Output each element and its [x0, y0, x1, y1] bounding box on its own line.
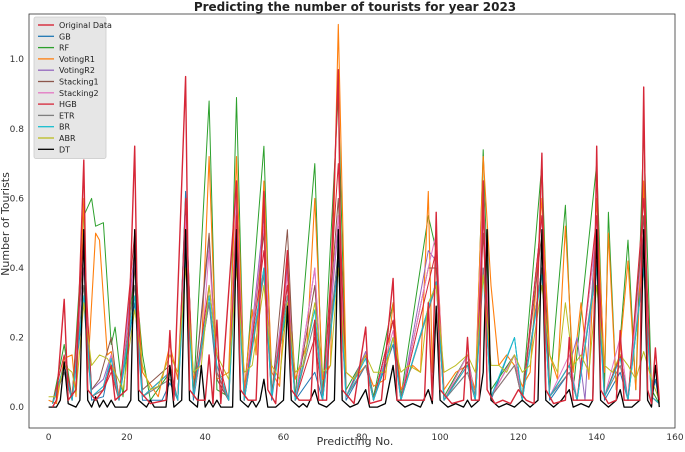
legend: Original Data GB RF VotingR1 VotingR2 Stackin…: [33, 16, 112, 160]
legend-item-label: Stacking2: [59, 89, 99, 98]
legend-item-label: GB: [59, 32, 71, 41]
y-tick-label: 0.0: [10, 403, 25, 413]
legend-item-label: Stacking1: [59, 78, 99, 87]
series-line: [48, 267, 660, 401]
chart-title: Predicting the number of tourists for ye…: [194, 0, 516, 14]
x-tick-label: 60: [278, 433, 290, 443]
y-tick-label: 0.6: [10, 194, 25, 204]
y-tick-label: 0.8: [10, 125, 25, 135]
y-axis-label: Number of Tourists: [0, 172, 12, 276]
plot-frame: [28, 13, 676, 429]
x-tick-label: 40: [199, 433, 211, 443]
legend-item-label: VotingR1: [59, 55, 95, 64]
x-tick-label: 120: [510, 433, 527, 443]
x-tick-label: 100: [431, 433, 448, 443]
series-line: [51, 69, 660, 408]
x-tick-label: 160: [666, 433, 683, 443]
legend-item-label: ABR: [59, 134, 76, 143]
x-axis-label: Predicting No.: [317, 435, 394, 448]
y-tick-label: 0.4: [10, 264, 25, 274]
legend-item-label: DT: [59, 145, 70, 154]
y-tick-label: 0.2: [10, 334, 24, 344]
legend-item-label: BR: [59, 123, 70, 132]
legend-item-label: VotingR2: [59, 66, 95, 75]
x-tick-label: 140: [588, 433, 605, 443]
legend-item-label: HGB: [59, 100, 77, 109]
legend-item-label: Original Data: [59, 21, 112, 30]
legend-item-label: ETR: [59, 111, 75, 120]
plot-area: [48, 23, 660, 408]
series-line: [48, 23, 660, 405]
series-line: [52, 184, 660, 404]
x-tick-label: 80: [356, 433, 368, 443]
y-tick-label: 1.0: [10, 55, 25, 65]
x-tick-label: 20: [121, 433, 133, 443]
legend-box: [33, 16, 107, 160]
axis-ticks: 0 20 40 60 80 100 120 140 160 0.0 0.2 0.4 0.6 0.8 1.0: [10, 55, 684, 443]
x-tick-label: 0: [46, 433, 52, 443]
legend-item-label: RF: [59, 44, 70, 53]
